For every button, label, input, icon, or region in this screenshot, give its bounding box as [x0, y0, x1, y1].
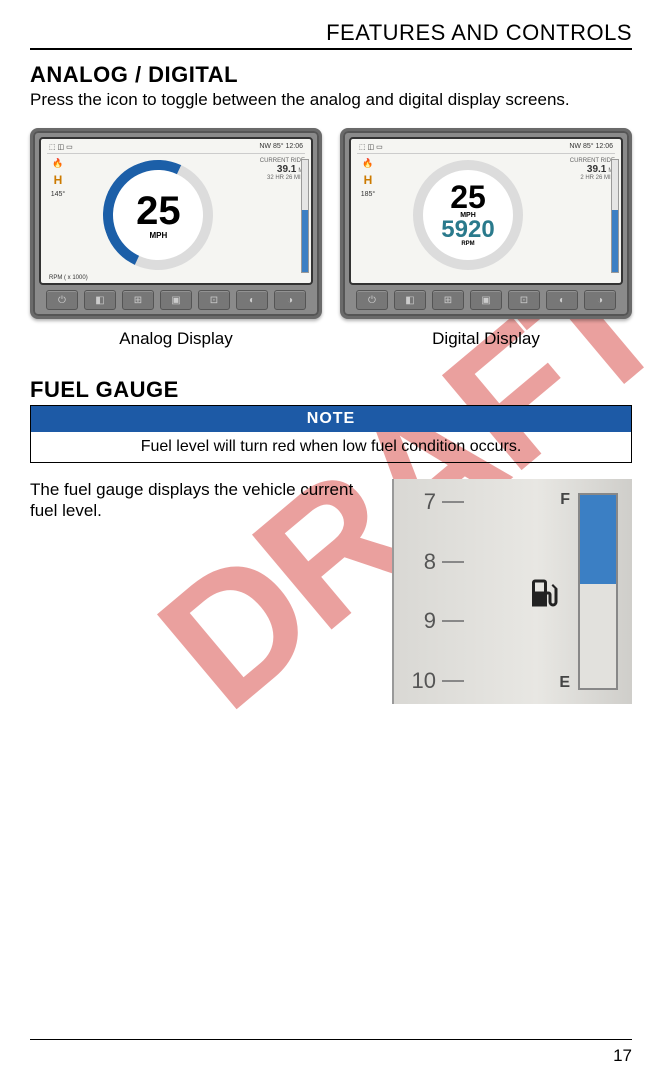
fuel-full-label: F	[560, 491, 570, 509]
hw-button[interactable]: ⏻	[46, 290, 78, 310]
h-indicator: H	[54, 173, 63, 187]
device-row: ⬚ ◫ ▭ NW 85° 12:06 🔥 H 145° 25 MPH	[30, 128, 632, 319]
fuel-bar-fill	[580, 495, 616, 584]
digital-caption: Digital Display	[340, 329, 632, 349]
fuel-pump-icon	[526, 575, 562, 616]
statusbar-right: NW 85° 12:06	[259, 143, 303, 151]
digital-device: ⬚ ◫ ▭ NW 85° 12:06 🔥 H 185° 25 MPH	[340, 128, 632, 319]
hw-button[interactable]: ▣	[470, 290, 502, 310]
statusbar-left: ⬚ ◫ ▭	[359, 143, 383, 151]
digital-gauge: 25 MPH 5920 RPM	[413, 160, 523, 270]
hw-button[interactable]: ⊡	[198, 290, 230, 310]
fuel-gauge-image: 7 8 9 10 F E	[392, 479, 632, 704]
page-header: FEATURES AND CONTROLS	[30, 20, 632, 50]
digital-rpm: 5920	[441, 219, 494, 241]
temp-value: 145°	[51, 191, 65, 198]
fuel-strip-icon	[611, 159, 619, 273]
digital-dist: 39.1	[587, 164, 606, 175]
fuel-tick: 10	[410, 668, 436, 694]
note-header: NOTE	[31, 406, 631, 432]
h-indicator: H	[364, 173, 373, 187]
statusbar-right: NW 85° 12:06	[569, 143, 613, 151]
fuel-tick: 9	[410, 608, 436, 634]
note-body: Fuel level will turn red when low fuel c…	[31, 432, 631, 462]
analog-screen: ⬚ ◫ ▭ NW 85° 12:06 🔥 H 145° 25 MPH	[39, 137, 313, 285]
fuel-tick: 8	[410, 549, 436, 575]
hw-button[interactable]: ◧	[84, 290, 116, 310]
hw-button[interactable]: ⊞	[122, 290, 154, 310]
hw-button-row: ⏻ ◧ ⊞ ▣ ⊡ ◐ ◑	[349, 290, 623, 310]
hw-button[interactable]: ◐	[236, 290, 268, 310]
section-analog-digital-title: ANALOG / DIGITAL	[30, 62, 632, 88]
hw-button[interactable]: ▣	[160, 290, 192, 310]
hw-button[interactable]: ◧	[394, 290, 426, 310]
hw-button[interactable]: ⏻	[356, 290, 388, 310]
analog-caption: Analog Display	[30, 329, 322, 349]
hw-button[interactable]: ⊞	[432, 290, 464, 310]
hw-button[interactable]: ◑	[274, 290, 306, 310]
temp-value: 185°	[361, 191, 375, 198]
fuel-empty-label: E	[559, 674, 570, 692]
fuel-strip-icon	[301, 159, 309, 273]
note-box: NOTE Fuel level will turn red when low f…	[30, 405, 632, 463]
hw-button[interactable]: ◑	[584, 290, 616, 310]
hw-button-row: ⏻ ◧ ⊞ ▣ ⊡ ◐ ◑	[39, 290, 313, 310]
hot-icon: 🔥	[362, 158, 373, 169]
hw-button[interactable]: ◐	[546, 290, 578, 310]
section-analog-digital-sub: Press the icon to toggle between the ana…	[30, 90, 632, 110]
analog-time: 32 HR 26 MIN	[247, 175, 305, 181]
digital-time: 2 HR 26 MIN	[557, 175, 615, 181]
fuel-bar	[578, 493, 618, 690]
digital-speed: 25	[441, 183, 494, 212]
digital-screen: ⬚ ◫ ▭ NW 85° 12:06 🔥 H 185° 25 MPH	[349, 137, 623, 285]
hw-button[interactable]: ⊡	[508, 290, 540, 310]
analog-gauge: 25 MPH	[88, 145, 229, 285]
analog-device: ⬚ ◫ ▭ NW 85° 12:06 🔥 H 145° 25 MPH	[30, 128, 322, 319]
fuel-gauge-text: The fuel gauge displays the vehicle curr…	[30, 479, 374, 522]
analog-dist: 39.1	[277, 164, 296, 175]
hot-icon: 🔥	[52, 158, 63, 169]
page-number: 17	[30, 1039, 632, 1066]
section-fuel-title: FUEL GAUGE	[30, 377, 632, 403]
analog-speed: 25	[136, 191, 181, 231]
fuel-tick: 7	[410, 489, 436, 515]
statusbar-left: ⬚ ◫ ▭	[49, 143, 73, 151]
